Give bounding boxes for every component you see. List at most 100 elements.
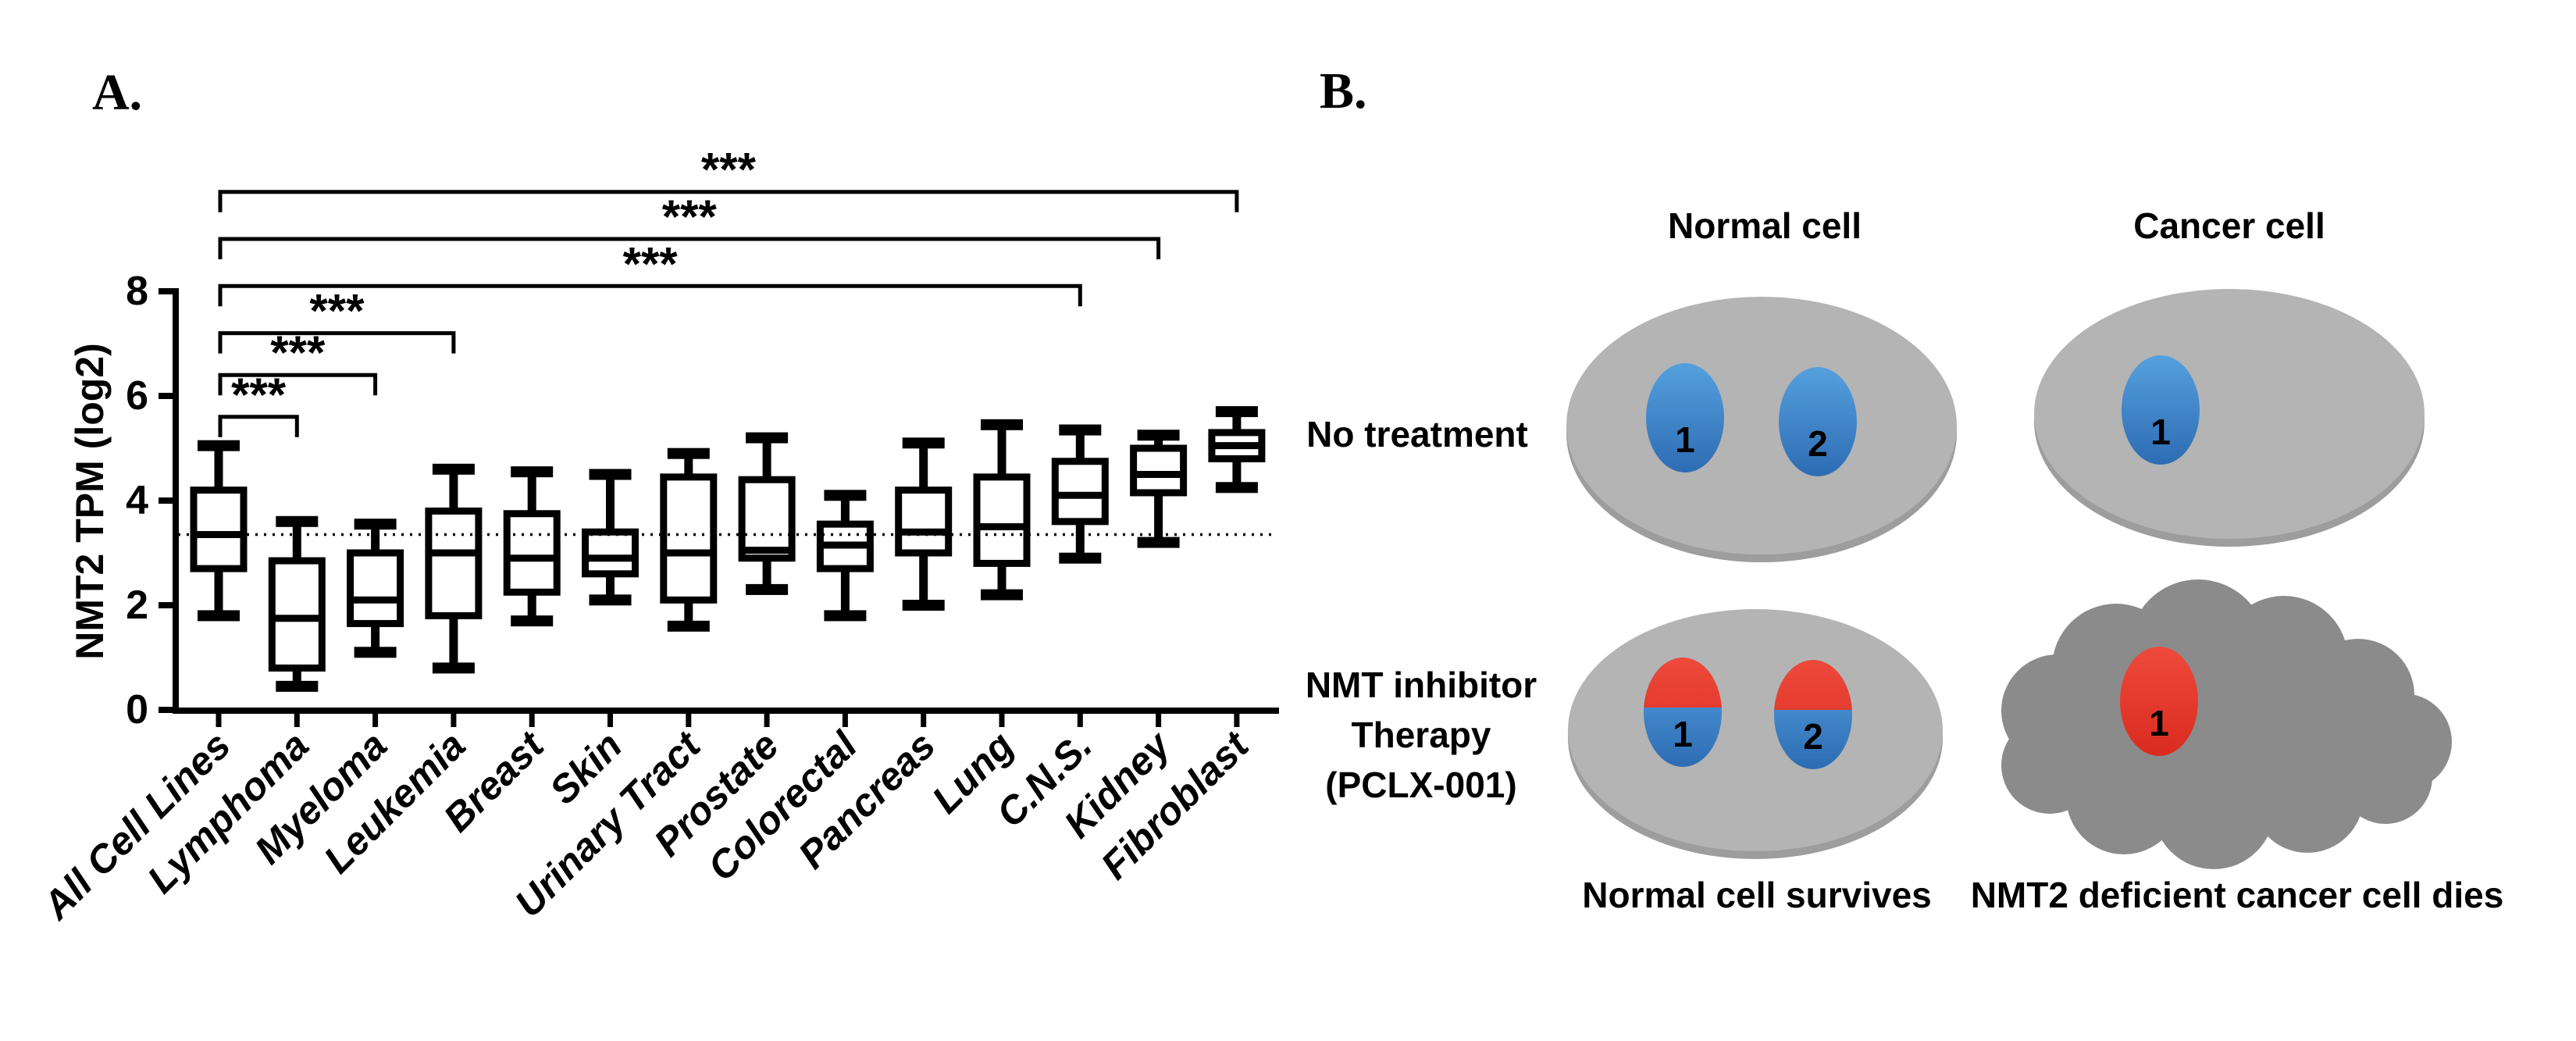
panel-a-label: A. bbox=[92, 64, 142, 121]
nucleus-blue bbox=[2122, 355, 2200, 465]
significance-stars: *** bbox=[701, 144, 757, 196]
significance-bracket bbox=[218, 237, 1161, 259]
iqr-box bbox=[425, 507, 483, 619]
y-tick-label: 2 bbox=[126, 583, 148, 628]
whisker-cap-top bbox=[432, 463, 475, 475]
whisker-cap-bottom bbox=[824, 610, 867, 622]
column-header-cancer-cell: Cancer cell bbox=[2133, 205, 2325, 246]
panel-b-label: B. bbox=[1320, 62, 1367, 119]
box-c-n-s- bbox=[1051, 424, 1109, 564]
whisker-cap-bottom bbox=[511, 615, 554, 627]
row-label-nmt-inhibitor-line2: Therapy bbox=[1352, 715, 1491, 755]
whisker-cap-bottom bbox=[432, 662, 475, 674]
whisker-cap-top bbox=[746, 432, 789, 444]
cell-body-ellipse bbox=[2034, 289, 2425, 539]
whisker-cap-bottom bbox=[746, 583, 789, 595]
box-all-cell-lines bbox=[190, 440, 248, 622]
whisker-cap-top bbox=[354, 519, 397, 530]
iqr-box bbox=[1130, 444, 1188, 497]
panel-a-boxplot: A. *** *** *** *** *** *** 0 2 4 6 8 NMT2 TPM (log2)… bbox=[34, 64, 1279, 929]
whisker-cap-bottom bbox=[902, 600, 945, 611]
significance-bracket bbox=[218, 331, 456, 354]
nucleus-number: 1 bbox=[1675, 419, 1695, 460]
whisker-cap-top bbox=[276, 515, 319, 527]
caption-cancer-cell-dies: NMT2 deficient cancer cell dies bbox=[1971, 875, 2504, 915]
whisker-cap-bottom bbox=[276, 680, 319, 692]
significance-stars: *** bbox=[623, 237, 679, 290]
y-tick-label: 4 bbox=[126, 478, 148, 523]
whisker-cap-top bbox=[1059, 424, 1102, 436]
box-lymphoma bbox=[268, 515, 326, 692]
nucleus-blue bbox=[1646, 363, 1724, 472]
box-colorectal bbox=[816, 490, 874, 622]
panel-b-diagram: B. Normal cell Cancer cell No treatment NMT … bbox=[1288, 0, 2576, 1041]
iqr-box bbox=[738, 476, 796, 562]
whisker-cap-top bbox=[981, 419, 1023, 430]
box-pancreas bbox=[895, 437, 953, 611]
whisker-cap-top bbox=[902, 437, 945, 449]
significance-stars: *** bbox=[662, 191, 718, 243]
nucleus-number: 2 bbox=[1803, 716, 1823, 757]
box-myeloma bbox=[347, 519, 404, 658]
box-prostate bbox=[738, 432, 796, 595]
box-fibroblast bbox=[1208, 406, 1266, 494]
iqr-box bbox=[973, 473, 1031, 567]
nucleus-half-red bbox=[1644, 658, 1722, 708]
whisker-cap-top bbox=[824, 490, 867, 501]
box-kidney bbox=[1130, 430, 1188, 548]
y-tick-label: 0 bbox=[126, 687, 148, 733]
nucleus-number: 1 bbox=[1673, 714, 1693, 754]
iqr-box bbox=[582, 528, 639, 578]
y-tick-label: 6 bbox=[126, 373, 148, 419]
whisker-cap-top bbox=[511, 466, 554, 478]
whisker-cap-bottom bbox=[1059, 552, 1102, 564]
nucleus-blue bbox=[1779, 367, 1857, 476]
whisker-cap-bottom bbox=[198, 610, 240, 622]
row-label-no-treatment: No treatment bbox=[1306, 414, 1528, 455]
row-label-nmt-inhibitor-line1: NMT inhibitor bbox=[1306, 665, 1537, 705]
nucleus-red bbox=[2120, 647, 2198, 756]
y-tick-label: 8 bbox=[126, 269, 148, 314]
box-lung bbox=[973, 419, 1031, 601]
mechanism-diagram-svg: B. Normal cell Cancer cell No treatment NMT … bbox=[1306, 62, 2504, 915]
nucleus-half-red bbox=[1774, 660, 1852, 710]
significance-bracket bbox=[218, 283, 1082, 307]
whisker-cap-bottom bbox=[354, 647, 397, 658]
y-axis-title: NMT2 TPM (log2) bbox=[68, 343, 112, 660]
box-skin bbox=[582, 469, 639, 606]
iqr-box bbox=[1051, 458, 1109, 526]
row-label-nmt-inhibitor-line3: (PCLX-001) bbox=[1325, 765, 1516, 805]
nucleus-number: 1 bbox=[2149, 703, 2169, 743]
iqr-box bbox=[660, 473, 718, 604]
significance-bracket bbox=[218, 190, 1239, 212]
whisker-cap-bottom bbox=[1215, 482, 1258, 494]
significance-stars: *** bbox=[231, 369, 287, 421]
significance-bracket bbox=[218, 415, 299, 437]
whisker-cap-top bbox=[1137, 430, 1180, 441]
dying-cell-cloud bbox=[2001, 579, 2452, 869]
significance-bracket bbox=[218, 373, 378, 396]
iqr-box bbox=[268, 557, 326, 672]
cell-therapy-cancer: 1 bbox=[2001, 579, 2452, 869]
whisker-cap-bottom bbox=[1137, 537, 1180, 548]
iqr-box bbox=[503, 510, 561, 596]
whisker-cap-top bbox=[589, 469, 632, 480]
box-urinary-tract bbox=[660, 447, 718, 632]
box-breast bbox=[503, 466, 561, 627]
nucleus-number: 1 bbox=[2150, 412, 2171, 452]
iqr-box bbox=[347, 549, 404, 627]
significance-stars: *** bbox=[270, 326, 326, 379]
whisker-cap-top bbox=[667, 447, 710, 459]
whisker-cap-bottom bbox=[667, 620, 710, 632]
whisker-cap-top bbox=[198, 440, 240, 451]
cell-body-ellipse bbox=[1566, 297, 1957, 554]
iqr-box bbox=[190, 487, 248, 572]
nucleus-number: 2 bbox=[1808, 423, 1828, 464]
cell-body-ellipse bbox=[1568, 609, 1943, 851]
box-leukemia bbox=[425, 463, 483, 674]
significance-stars: *** bbox=[309, 285, 365, 337]
